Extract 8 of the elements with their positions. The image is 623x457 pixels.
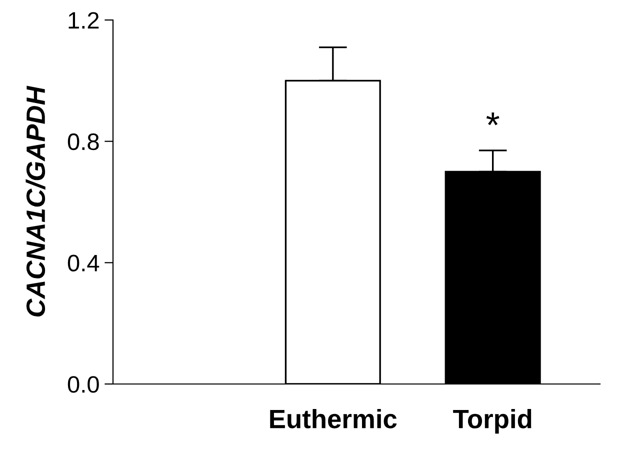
x-tick-label: Euthermic [270,409,397,428]
y-tick-label: 0.0 [68,376,99,393]
y-tick-label: 0.8 [68,133,99,150]
y-tick-label: 0.4 [68,254,100,272]
y-axis-title: CACNA1C/GAPDH [26,86,46,317]
y-tick-label: 1.2 [68,12,99,29]
x-tick-label: Torpid [453,409,532,434]
annotation: * [486,112,500,126]
